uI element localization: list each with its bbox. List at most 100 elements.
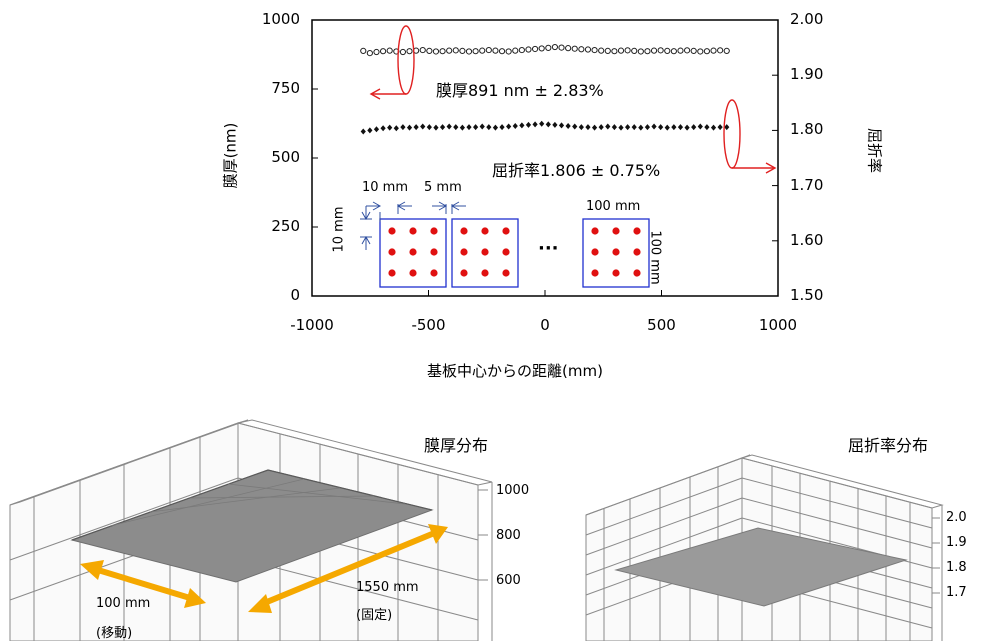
sample-layout-inset: [360, 201, 650, 288]
thickness-point: [373, 48, 380, 56]
series-layer: [360, 43, 730, 135]
dim-10mm-top: 10 mm: [362, 180, 409, 195]
sample-block-1: [379, 218, 447, 288]
thickness-point: [406, 48, 413, 55]
index-point: [473, 124, 479, 131]
thickness-point: [584, 46, 592, 53]
index-point: [671, 124, 677, 131]
thickness-surface-plot: [9, 419, 493, 641]
thickness-point: [518, 46, 525, 54]
index-point: [360, 128, 366, 135]
measurement-dot: [591, 227, 599, 235]
thickness-point: [426, 47, 433, 55]
index-point: [545, 121, 551, 128]
measurement-dot: [633, 248, 641, 256]
index-surface-title: 屈折率分布: [848, 436, 929, 455]
measurement-dot: [502, 269, 510, 277]
measurement-dot: [430, 227, 438, 235]
index-point: [525, 121, 532, 128]
thickness-point: [571, 45, 578, 52]
index-z-tick-2-0: 2.0: [946, 510, 967, 525]
thickness-point: [578, 46, 585, 53]
index-point: [625, 124, 631, 131]
thickness-z-tick-800: 800: [496, 528, 521, 543]
index-point: [724, 124, 730, 131]
thickness-point: [492, 47, 499, 54]
thickness-point: [459, 47, 466, 55]
thickness-point: [617, 47, 625, 54]
measurement-dot: [481, 227, 489, 235]
thickness-point: [677, 47, 684, 54]
index-point: [492, 124, 499, 131]
index-point: [387, 124, 393, 131]
index-point: [393, 125, 399, 132]
index-point: [446, 123, 452, 130]
measurement-dot: [430, 248, 438, 256]
thickness-z-tick-600: 600: [496, 573, 521, 588]
index-point: [691, 124, 697, 131]
index-point: [572, 123, 578, 130]
thickness-point: [598, 47, 605, 54]
index-point: [565, 122, 571, 129]
measurement-dot: [388, 248, 396, 256]
thickness-point: [419, 46, 426, 54]
index-point: [367, 127, 373, 134]
thickness-point: [498, 48, 506, 55]
thickness-point: [611, 48, 618, 55]
left-axis-ticks: [312, 19, 318, 297]
thickness-point: [432, 48, 440, 55]
left-tick-label: 750: [271, 79, 300, 97]
left-tick-label: 0: [290, 286, 300, 304]
dim-100mm-top: 100 mm: [586, 199, 641, 214]
index-point: [400, 124, 406, 131]
measurement-dot: [591, 248, 599, 256]
sample-block-2: [451, 218, 519, 288]
thickness-point: [465, 48, 473, 55]
measurement-dot: [612, 248, 620, 256]
thickness-point: [703, 48, 711, 55]
x-tick-label: -1000: [290, 316, 334, 334]
measurement-dot: [460, 227, 468, 235]
thickness-point: [479, 47, 486, 54]
index-point: [486, 124, 492, 131]
x-axis-title: 基板中心からの距離(mm): [427, 362, 603, 380]
index-point: [658, 124, 664, 131]
length-100mm-note: (移動): [96, 626, 133, 641]
right-tick-label: 1.60: [790, 230, 824, 249]
measurement-dot: [481, 269, 489, 277]
block-ellipsis: ···: [538, 238, 559, 259]
thickness-point: [452, 47, 459, 54]
measurement-dot: [388, 227, 396, 235]
length-1550mm: 1550 mm: [356, 580, 419, 595]
thickness-point: [565, 45, 572, 52]
right-tick-label: 2.00: [790, 10, 824, 28]
index-point: [611, 124, 617, 131]
measurement-dot: [460, 269, 468, 277]
index-surface-plot: [585, 454, 944, 641]
x-tick-label: 0: [540, 316, 550, 334]
thickness-point: [538, 45, 545, 52]
thickness-annotation: 膜厚891 nm ± 2.83%: [436, 81, 604, 100]
index-point: [684, 124, 690, 131]
index-point: [605, 123, 611, 130]
thickness-point: [690, 47, 697, 55]
measurement-dot: [633, 269, 641, 277]
thickness-point: [637, 48, 644, 55]
right-tick-label: 1.80: [790, 120, 824, 139]
thickness-point: [558, 44, 565, 51]
index-z-tick-1-9: 1.9: [946, 535, 967, 550]
thickness-point: [360, 47, 367, 55]
thickness-point: [723, 47, 730, 55]
thickness-point: [386, 47, 393, 54]
thickness-point: [657, 47, 664, 54]
thickness-z-tick-1000: 1000: [496, 483, 530, 498]
right-axis-ticks: [772, 19, 778, 297]
dim-10mm-side: 10 mm: [331, 206, 347, 253]
index-point: [539, 120, 545, 127]
index-point: [433, 124, 439, 131]
index-point: [373, 126, 380, 133]
index-point: [413, 124, 419, 131]
index-point: [598, 124, 604, 131]
thickness-point: [697, 48, 704, 55]
